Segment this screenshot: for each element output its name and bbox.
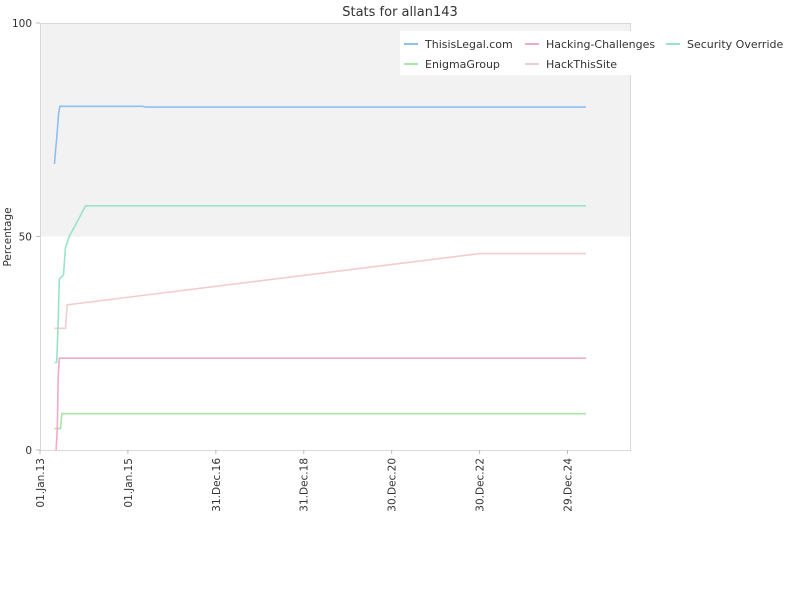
chart-title: Stats for allan143 (342, 5, 458, 20)
series-line-hacking-challenges (55, 357, 586, 451)
series-line-hackthissite (54, 252, 586, 330)
y-axis-ticks: 0 50 100 (12, 18, 40, 457)
legend-label: HackThisSite (546, 58, 617, 71)
legend-label: ThisisLegal.com (424, 38, 513, 51)
x-tick-label: 30.Dec.22 (475, 458, 487, 512)
series-line-security-override (54, 205, 586, 364)
x-tick-label: 01.Jan.15 (123, 458, 135, 508)
y-tick-label: 100 (12, 18, 32, 30)
y-tick-label: 50 (19, 232, 32, 244)
legend-background (400, 31, 632, 75)
legend-label: Hacking-Challenges (546, 38, 655, 51)
x-tick-label: 01.Jan.13 (35, 458, 47, 508)
series-lines (53, 105, 586, 451)
x-tick-label: 29.Dec.24 (562, 458, 574, 512)
x-axis-ticks: 01.Jan.13 01.Jan.15 31.Dec.16 31.Dec.18 30.D… (35, 450, 574, 512)
legend-label: EnigmaGroup (425, 58, 500, 71)
x-tick-label: 30.Dec.20 (387, 458, 399, 512)
y-tick-label: 0 (25, 445, 32, 457)
x-tick-label: 31.Dec.18 (299, 458, 311, 512)
legend: ThisisLegal.com Hacking-Challenges Securit… (400, 31, 783, 75)
legend-label: Security Override (687, 38, 783, 51)
series-line-thisislegal-com (53, 105, 586, 164)
x-tick-label: 31.Dec.16 (211, 458, 223, 512)
y-axis-label: Percentage (2, 207, 14, 266)
plot-area-frame (40, 23, 631, 451)
